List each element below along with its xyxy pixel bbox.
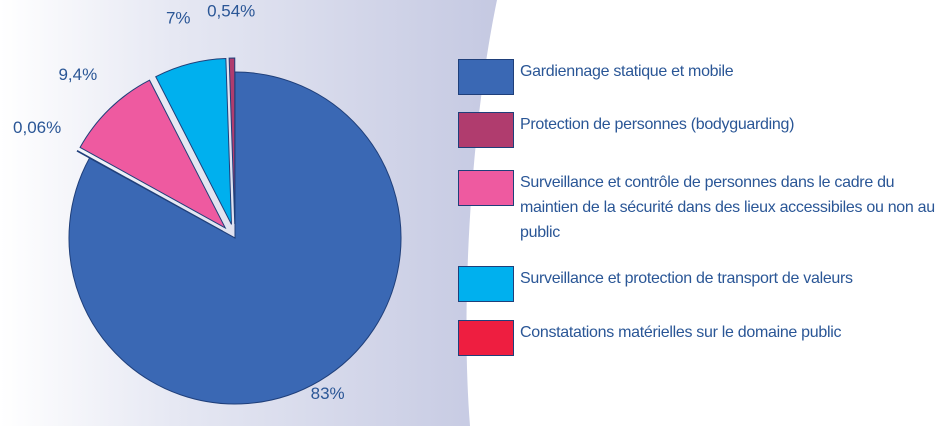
legend-item: Protection de personnes (bodyguarding) xyxy=(458,112,940,148)
legend-label: Protection de personnes (bodyguarding) xyxy=(520,116,795,133)
data-label: 83% xyxy=(311,384,345,403)
legend-swatch xyxy=(458,266,514,302)
data-label: 9,4% xyxy=(58,65,97,84)
pie-slice xyxy=(79,79,227,230)
legend-item: Constatations matérielles sur le domaine… xyxy=(458,320,940,356)
legend-label: Surveillance et contrôle de personnes da… xyxy=(520,174,935,241)
data-label: 0,06% xyxy=(13,118,61,137)
data-label: 7% xyxy=(166,9,191,28)
legend-label: Constatations matérielles sur le domaine… xyxy=(520,324,842,341)
data-label: 0,54% xyxy=(207,2,255,21)
legend-swatch xyxy=(458,170,514,206)
pie-slice xyxy=(228,57,236,225)
pie-slice xyxy=(76,150,223,232)
legend-item: Gardiennage statique et mobile xyxy=(458,59,940,95)
pie-slice xyxy=(155,58,232,225)
legend-label: Gardiennage statique et mobile xyxy=(520,63,734,80)
legend-swatch xyxy=(458,59,514,95)
legend-item: Surveillance et contrôle de personnes da… xyxy=(458,170,940,245)
legend-label: Surveillance et protection de transport … xyxy=(520,270,853,287)
legend-item: Surveillance et protection de transport … xyxy=(458,266,940,302)
legend-swatch xyxy=(458,112,514,148)
pie-slice xyxy=(68,71,402,405)
legend-swatch xyxy=(458,320,514,356)
